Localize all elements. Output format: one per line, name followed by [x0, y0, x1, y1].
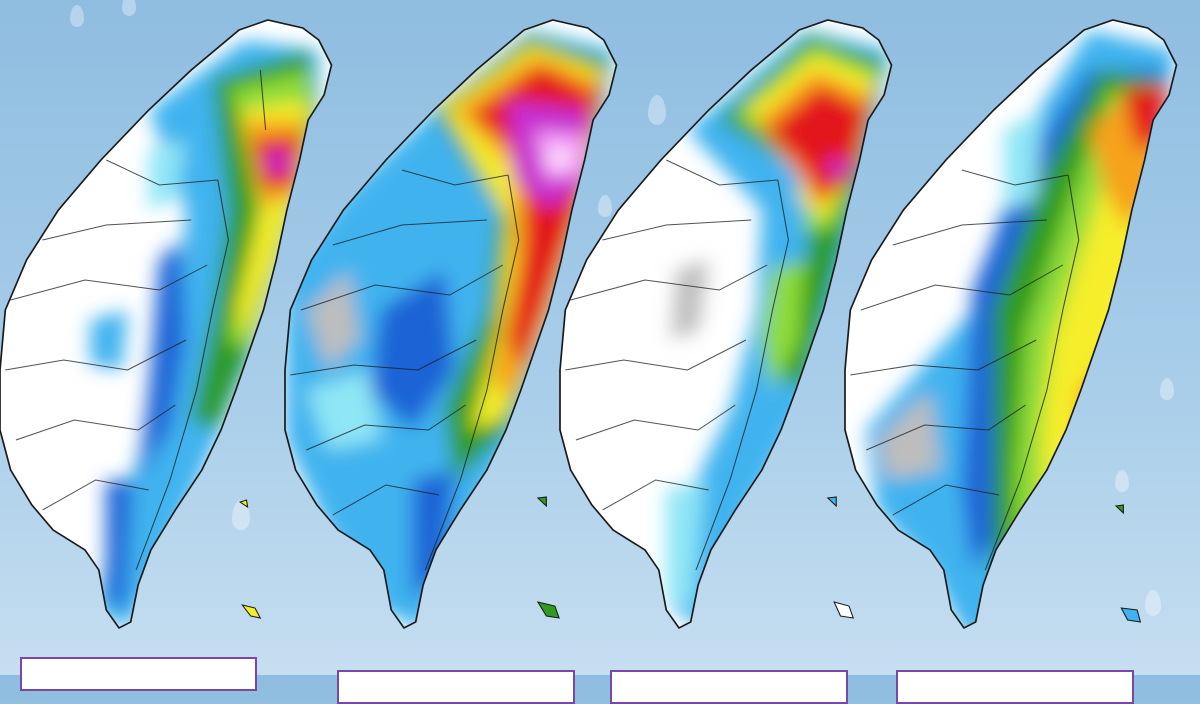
panel-label-2	[337, 670, 575, 704]
rainfall-map-panel-1	[0, 10, 340, 650]
raindrop-decoration-icon	[1160, 378, 1174, 400]
panel-label-4	[896, 670, 1134, 704]
rainfall-map-panel-4	[844, 10, 1185, 650]
raindrop-decoration-icon	[70, 5, 84, 27]
raindrop-decoration-icon	[1145, 590, 1161, 616]
raindrop-decoration-icon	[648, 95, 666, 125]
rainfall-map-panel-3	[559, 10, 900, 650]
raindrop-decoration-icon	[1115, 470, 1129, 492]
raindrop-decoration-icon	[232, 500, 250, 530]
panel-label-1	[20, 657, 257, 691]
rainfall-map-panel-2	[284, 10, 625, 650]
raindrop-decoration-icon	[122, 0, 136, 16]
raindrop-decoration-icon	[598, 195, 612, 217]
panel-label-3	[610, 670, 848, 704]
